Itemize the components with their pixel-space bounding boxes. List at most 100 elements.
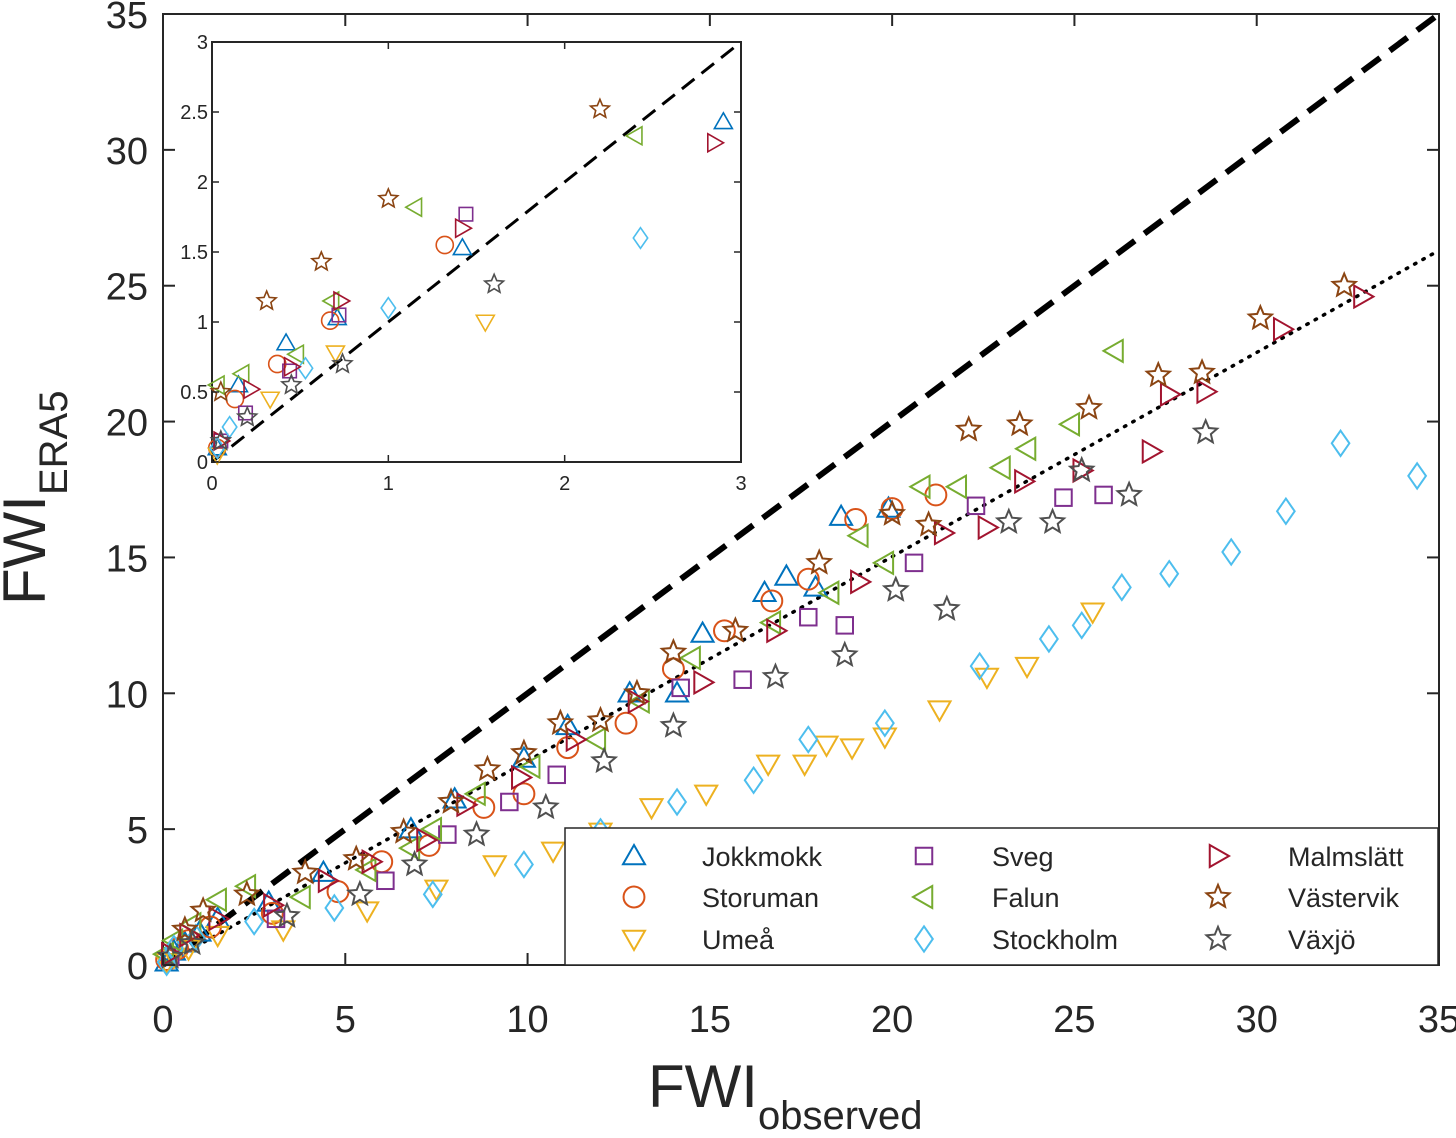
x-tick-label: 15 (689, 999, 731, 1041)
inset-data-point (712, 111, 734, 130)
data-point (1094, 485, 1113, 505)
data-point (397, 835, 421, 861)
data-point (473, 754, 502, 782)
data-point (802, 574, 829, 597)
data-point (272, 901, 301, 928)
series-växjö (156, 417, 1220, 969)
x-tick-label: 10 (506, 999, 548, 1041)
data-point (678, 645, 701, 671)
legend-item-umeå: Umeå (621, 925, 775, 955)
data-point (1075, 393, 1103, 420)
x-axis-title-subscript: observed (758, 1094, 923, 1138)
data-point (954, 415, 983, 442)
data-point (1353, 283, 1376, 310)
data-point (850, 569, 873, 595)
data-point (291, 857, 320, 885)
data-point (586, 705, 615, 733)
data-point (932, 594, 961, 621)
data-point (1057, 411, 1081, 438)
y-tick-label: 15 (106, 538, 148, 580)
data-point (1111, 572, 1132, 602)
data-point (1014, 656, 1040, 680)
inset-data-point (474, 314, 496, 333)
data-point (1196, 378, 1219, 405)
data-point (798, 725, 819, 754)
data-point (908, 474, 931, 500)
inset-data-point (458, 206, 474, 222)
y-tick-label: 0 (127, 946, 148, 988)
inset-data-point (275, 332, 297, 351)
inset-data-point (320, 311, 340, 330)
legend-label: Stockholm (992, 925, 1118, 955)
data-point (389, 817, 418, 844)
data-point (317, 868, 341, 894)
inset-data-point (331, 352, 354, 374)
legend-item-stockholm: Stockholm (913, 924, 1118, 955)
inset-x-tick-label: 0 (206, 473, 217, 495)
data-point (914, 510, 943, 537)
inset-data-point (235, 405, 259, 427)
inset-data-point (380, 296, 397, 320)
data-point (622, 678, 651, 706)
data-point (1038, 624, 1059, 654)
inset-data-point (452, 237, 473, 256)
reference-line-fit (161, 248, 1441, 967)
data-point (659, 711, 688, 738)
data-point (667, 787, 688, 817)
data-point (758, 609, 782, 636)
inset-reference-lines (211, 40, 742, 464)
inset-x-tick-label: 3 (735, 473, 746, 495)
data-point (1079, 602, 1106, 625)
data-point (760, 589, 784, 613)
x-tick-label: 30 (1236, 999, 1278, 1041)
inset-y-tick-label: 1 (197, 312, 208, 334)
data-point (766, 618, 789, 644)
x-axis-title: FWIobserved (648, 1053, 923, 1138)
data-point (437, 787, 465, 814)
data-point (994, 507, 1023, 534)
inset-series-växjö (209, 272, 506, 451)
legend-marker (621, 842, 647, 866)
data-point (1067, 455, 1096, 483)
data-point (376, 871, 395, 891)
data-point (204, 887, 227, 913)
inset-data-points (206, 97, 734, 466)
inset-y-tick-label: 1.5 (180, 242, 208, 264)
inset-y-ticks: 0 0.5 1 1.5 2 2.5 3 (180, 32, 741, 474)
legend-label: Västervik (1288, 883, 1400, 913)
data-point (513, 850, 534, 879)
data-point (1159, 381, 1183, 408)
data-point (565, 726, 588, 753)
data-point (830, 640, 859, 668)
series-västervik (170, 271, 1359, 942)
inset-data-point (279, 373, 303, 395)
legend: Jokkmokk Storuman Umeå Sveg Falun Stockholm Ma… (621, 842, 1404, 955)
data-point (874, 708, 895, 738)
data-point (799, 607, 818, 627)
x-tick-label: 35 (1418, 999, 1456, 1041)
data-point (1144, 360, 1173, 388)
y-tick-label: 35 (106, 0, 148, 37)
inset-data-point (482, 272, 506, 294)
data-point (342, 844, 371, 871)
data-point (871, 550, 895, 576)
data-point (755, 754, 781, 777)
y-axis-title: FWIERA5 (0, 391, 76, 605)
inset-data-point (259, 391, 281, 410)
inset-data-point (376, 186, 400, 209)
data-point (773, 563, 800, 586)
legend-item-växjö: Växjö (1204, 924, 1356, 955)
data-point (638, 798, 665, 821)
main-reference-lines (161, 11, 1441, 968)
legend-item-västervik: Västervik (1204, 882, 1400, 913)
data-point (400, 849, 429, 877)
inset-data-point (209, 429, 233, 451)
x-tick-label: 5 (335, 999, 356, 1041)
data-point (590, 746, 619, 774)
legend-label: Sveg (992, 842, 1054, 872)
data-point (1014, 468, 1037, 495)
inset-data-point (297, 356, 314, 380)
inset-data-point (206, 374, 225, 396)
legend-label: Storuman (702, 883, 819, 913)
